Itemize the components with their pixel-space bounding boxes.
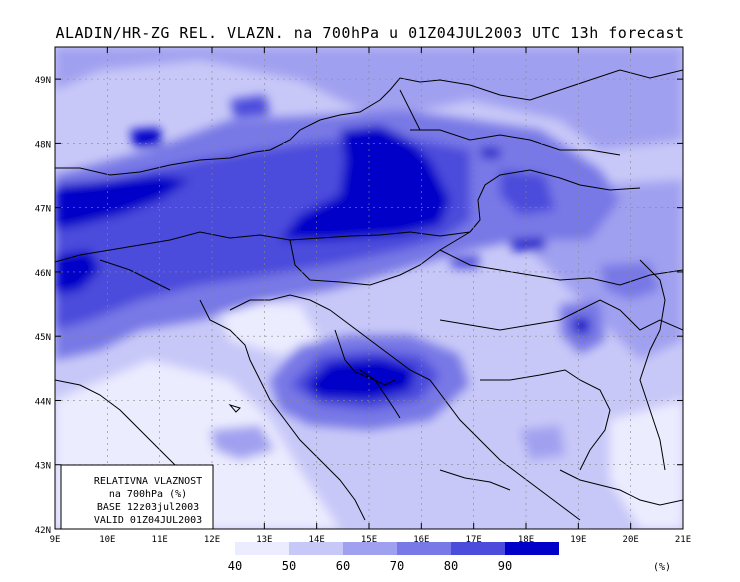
- lon-label: 17E: [466, 535, 482, 545]
- colorbar-swatch: [235, 542, 289, 555]
- colorbar-swatch: [505, 542, 559, 555]
- lon-label: 19E: [570, 535, 586, 545]
- info-line-3: BASE 12z03jul2003: [97, 502, 199, 513]
- colorbar-swatch: [451, 542, 505, 555]
- lon-label: 15E: [361, 535, 377, 545]
- lon-label: 20E: [623, 535, 639, 545]
- lon-label: 11E: [152, 535, 168, 545]
- colorbar-swatch: [343, 542, 397, 555]
- lat-label: 43N: [35, 462, 51, 472]
- colorbar-label: 50: [282, 559, 296, 573]
- lon-label: 18E: [518, 535, 534, 545]
- colorbar: 40 50 60 70 80 90: [228, 542, 559, 573]
- colorbar-unit: (%): [653, 562, 671, 573]
- colorbar-label: 40: [228, 559, 242, 573]
- lon-label: 10E: [99, 535, 115, 545]
- lat-label: 45N: [35, 333, 51, 343]
- lat-label: 46N: [35, 269, 51, 279]
- info-line-4: VALID 01Z04JUL2003: [94, 515, 202, 526]
- map-title: ALADIN/HR-ZG REL. VLAZN. na 700hPa u 01Z…: [55, 24, 685, 42]
- lat-label: 44N: [35, 397, 51, 407]
- graticule: [55, 47, 683, 529]
- lat-label: 42N: [35, 526, 51, 536]
- lat-label: 47N: [35, 205, 51, 215]
- colorbar-label: 90: [498, 559, 512, 573]
- info-line-2: na 700hPa (%): [109, 489, 187, 500]
- lon-label: 9E: [50, 535, 61, 545]
- lat-label: 48N: [35, 140, 51, 150]
- info-box: RELATIVNA VLAZNOST na 700hPa (%) BASE 12…: [60, 464, 214, 530]
- lon-label: 12E: [204, 535, 220, 545]
- info-line-1: RELATIVNA VLAZNOST: [94, 476, 202, 487]
- lon-label: 13E: [256, 535, 272, 545]
- colorbar-label: 70: [390, 559, 404, 573]
- colorbar-swatch: [289, 542, 343, 555]
- lon-label: 21E: [675, 535, 691, 545]
- borders: [55, 69, 683, 521]
- lon-label: 16E: [413, 535, 429, 545]
- colorbar-label: 80: [444, 559, 458, 573]
- colorbar-swatch: [397, 542, 451, 555]
- lon-label: 14E: [309, 535, 325, 545]
- tick-marks: [54, 47, 684, 530]
- lat-label: 49N: [35, 76, 51, 86]
- colorbar-label: 60: [336, 559, 350, 573]
